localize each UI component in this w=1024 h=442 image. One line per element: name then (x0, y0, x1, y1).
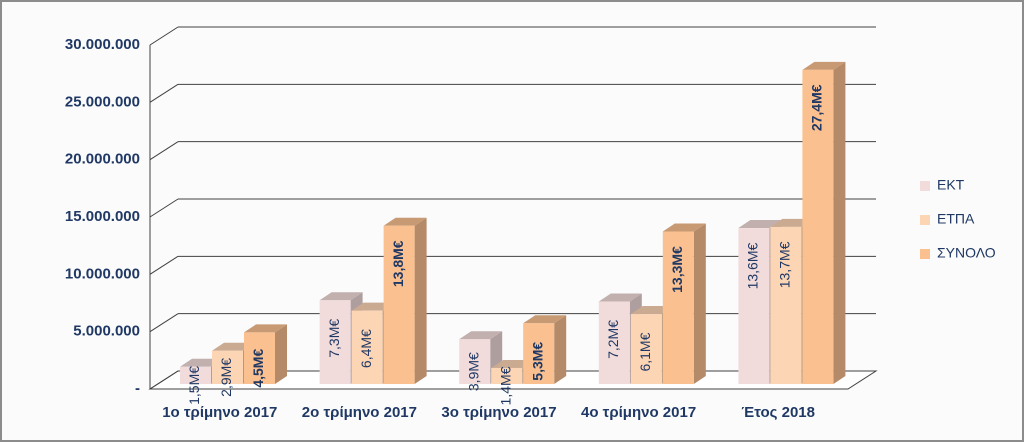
bar-side (693, 223, 706, 384)
grid-line-side (149, 141, 179, 161)
value-label: 3,9M€ (465, 352, 481, 391)
grid-line-side (149, 370, 179, 390)
value-label: 7,2M€ (605, 320, 621, 359)
value-label: 27,4M€ (809, 84, 825, 131)
bar (212, 350, 243, 384)
bar-top (244, 324, 287, 333)
bar-side (414, 217, 427, 384)
bar (180, 366, 211, 384)
legend-swatch (920, 181, 930, 191)
value-label: 13,6M€ (745, 242, 761, 289)
bar-side (833, 61, 846, 385)
y-tick-label: 20.000.000 (65, 151, 140, 168)
bar (383, 225, 415, 384)
bar-top (598, 293, 642, 302)
value-label: 6,1M€ (637, 332, 653, 371)
bar (630, 314, 662, 384)
value-label: 5,3M€ (529, 342, 545, 381)
bar (770, 226, 802, 384)
bar-side (554, 315, 567, 384)
value-label: 6,4M€ (358, 329, 374, 368)
value-label: 13,7M€ (777, 241, 793, 288)
bar-top (738, 220, 782, 229)
bar (662, 231, 694, 384)
legend-label: ΕΚΤ (937, 177, 965, 193)
bar-top (802, 61, 846, 70)
grid-line-side (149, 83, 179, 103)
bar (802, 69, 834, 385)
value-label: 2,9M€ (218, 358, 234, 397)
value-label: 13,8M€ (390, 240, 406, 287)
legend-label: ΕΤΠΑ (937, 211, 975, 227)
y-tick-label: 5.000.000 (73, 323, 140, 340)
x-tick-label: 1ο τρίμηνο 2017 (162, 404, 277, 421)
bar-side (275, 324, 287, 384)
legend-swatch (920, 215, 930, 225)
bar (319, 300, 351, 384)
x-tick-label: 2ο τρίμηνο 2017 (302, 404, 417, 421)
bar (491, 367, 523, 384)
grid-line-side (149, 255, 179, 275)
grid-line-side (149, 313, 179, 333)
y-tick-label: 15.000.000 (65, 208, 140, 225)
bar (244, 332, 275, 384)
y-tick-label: 30.000.000 (65, 36, 140, 53)
y-tick-label: 25.000.000 (65, 93, 140, 110)
y-tick-label: - (135, 380, 140, 397)
grid-line-side (149, 26, 179, 46)
bar-top (459, 331, 503, 340)
value-label: 1,5M€ (186, 366, 202, 405)
value-label: 4,5M€ (250, 349, 266, 388)
bar-top (523, 315, 567, 324)
bar (459, 339, 491, 384)
grid-line-side (149, 198, 179, 218)
bar-top (662, 223, 706, 232)
y-tick-label: 10.000.000 (65, 265, 140, 282)
legend-swatch (920, 249, 930, 259)
bar (351, 310, 383, 384)
x-tick-label: Έτος 2018 (741, 404, 815, 421)
bar (598, 301, 630, 384)
x-tick-label: 4ο τρίμηνο 2017 (581, 404, 696, 421)
x-tick-label: 3ο τρίμηνο 2017 (441, 404, 556, 421)
bar (523, 323, 555, 384)
value-label: 1,4M€ (497, 366, 513, 405)
bar-top (383, 217, 427, 226)
bar (738, 228, 770, 384)
value-label: 13,3M€ (669, 246, 685, 293)
value-label: 7,3M€ (326, 319, 342, 358)
legend-label: ΣΥΝΟΛΟ (937, 245, 996, 261)
bar-top (319, 292, 363, 301)
